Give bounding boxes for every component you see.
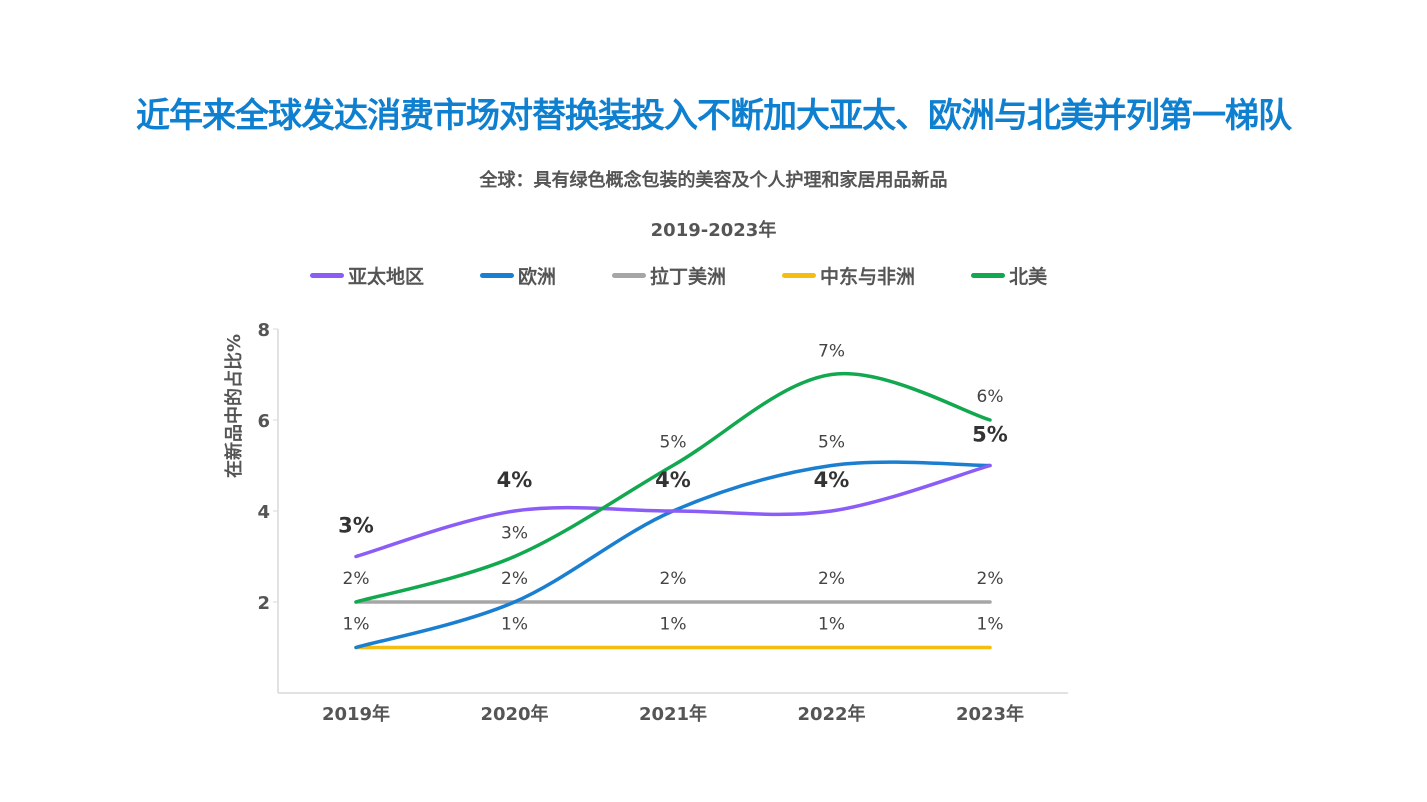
- data-label: 1%: [501, 615, 528, 635]
- data-label: 1%: [818, 615, 845, 635]
- legend-label: 北美: [1009, 266, 1048, 288]
- y-tick-label: 8: [257, 320, 270, 341]
- y-tick-label: 4: [257, 502, 270, 523]
- data-label: 1%: [660, 615, 687, 635]
- data-label: 4%: [655, 468, 691, 492]
- legend-swatch: [782, 273, 817, 278]
- y-axis-label: 在新品中的占比%: [223, 334, 245, 478]
- data-label: 1%: [343, 615, 370, 635]
- series-line-4: [354, 371, 992, 604]
- data-label: 4%: [814, 468, 850, 492]
- data-label: 5%: [972, 423, 1008, 447]
- data-label: 5%: [660, 433, 687, 453]
- y-tick-label: 2: [257, 593, 270, 614]
- legend-swatch: [310, 273, 344, 278]
- series-line-0: [354, 463, 992, 559]
- legend-item[interactable]: 中东与非洲: [782, 262, 915, 289]
- data-label: 6%: [977, 387, 1004, 407]
- legend-item[interactable]: 拉丁美洲: [612, 262, 726, 289]
- data-label: 2%: [977, 569, 1004, 589]
- legend-item[interactable]: 北美: [971, 262, 1047, 289]
- data-label: 7%: [818, 342, 845, 362]
- legend-item[interactable]: 亚太地区: [310, 262, 424, 289]
- legend-swatch: [480, 273, 515, 278]
- legend-item[interactable]: 欧洲: [480, 262, 556, 289]
- chart-title: 全球：具有绿色概念包装的美容及个人护理和家居用品新品: [479, 170, 948, 191]
- data-label: 1%: [977, 615, 1004, 635]
- legend-label: 中东与非洲: [820, 266, 916, 288]
- legend-label: 亚太地区: [348, 266, 425, 288]
- y-tick-label: 6: [257, 411, 270, 432]
- legend-swatch: [971, 273, 1006, 278]
- data-label: 3%: [338, 514, 374, 538]
- data-label: 4%: [497, 468, 533, 492]
- legend-swatch: [612, 273, 647, 278]
- x-tick-label: 2019年: [322, 703, 390, 725]
- x-tick-label: 2022年: [797, 703, 865, 725]
- x-tick-label: 2020年: [480, 703, 548, 725]
- data-label: 2%: [501, 569, 528, 589]
- x-tick-label: 2023年: [956, 703, 1024, 725]
- data-label: 2%: [818, 569, 845, 589]
- chart-subtitle: 2019-2023年: [650, 220, 777, 241]
- legend-label: 拉丁美洲: [650, 266, 727, 288]
- legend-label: 欧洲: [518, 266, 557, 288]
- legend: 亚太地区 欧洲 拉丁美洲 中东与非洲 北美: [310, 262, 1103, 289]
- data-label: 2%: [343, 569, 370, 589]
- x-tick-label: 2021年: [639, 703, 707, 725]
- data-label: 5%: [818, 433, 845, 453]
- data-label: 3%: [501, 524, 528, 544]
- data-label: 2%: [660, 569, 687, 589]
- page-title: 近年来全球发达消费市场对替换装投入不断加大亚太、欧洲与北美并列第一梯队: [136, 96, 1292, 136]
